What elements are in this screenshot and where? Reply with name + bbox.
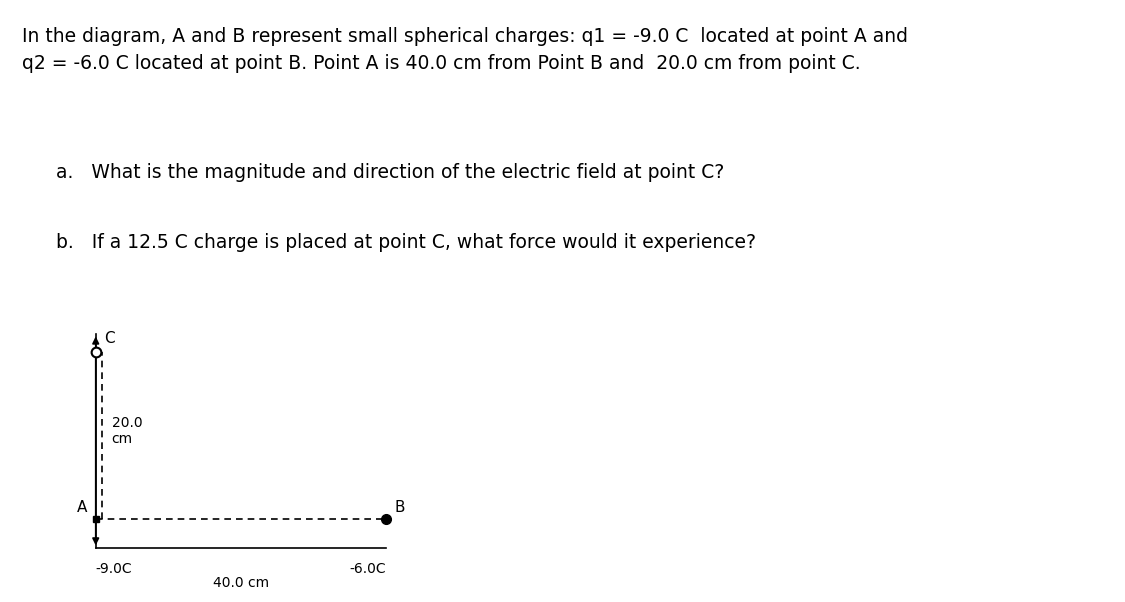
Text: In the diagram, A and B represent small spherical charges: q1 = -9.0 C  located : In the diagram, A and B represent small … bbox=[22, 27, 909, 73]
Text: B: B bbox=[394, 500, 405, 515]
Text: 40.0 cm: 40.0 cm bbox=[213, 576, 269, 590]
Text: C: C bbox=[105, 331, 115, 346]
Text: A: A bbox=[76, 500, 87, 515]
Text: a.   What is the magnitude and direction of the electric field at point C?: a. What is the magnitude and direction o… bbox=[56, 163, 724, 182]
Text: -9.0C: -9.0C bbox=[96, 562, 133, 576]
Text: b.   If a 12.5 C charge is placed at point C, what force would it experience?: b. If a 12.5 C charge is placed at point… bbox=[56, 233, 756, 252]
Text: -6.0C: -6.0C bbox=[349, 562, 386, 576]
Text: 20.0
cm: 20.0 cm bbox=[111, 416, 142, 447]
